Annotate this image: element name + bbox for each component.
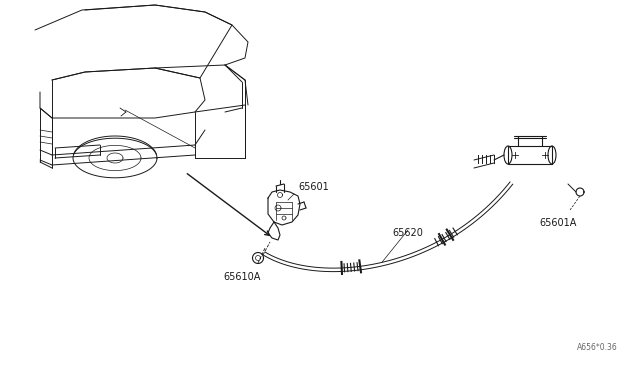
Text: 65610A: 65610A — [223, 272, 260, 282]
Text: 65601A: 65601A — [540, 218, 577, 228]
Text: 65601: 65601 — [298, 182, 329, 192]
Text: 65620: 65620 — [392, 228, 424, 238]
Text: A656*0.36: A656*0.36 — [577, 343, 618, 352]
